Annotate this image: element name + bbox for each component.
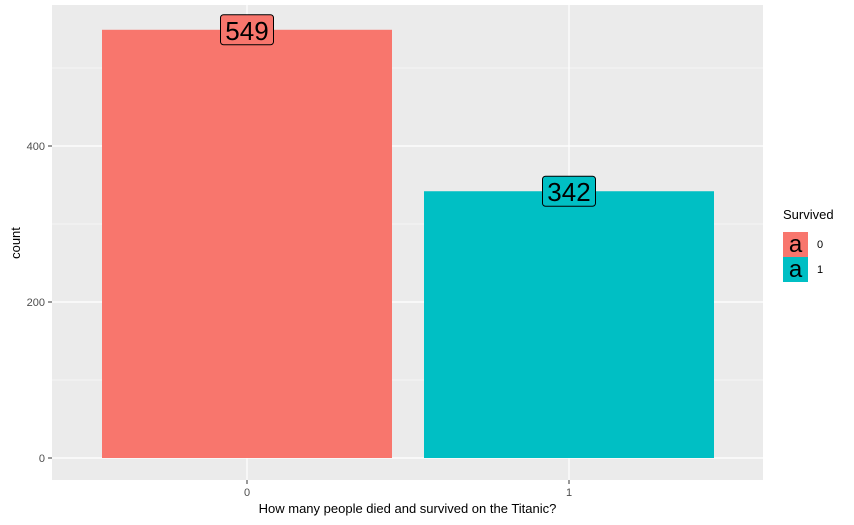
legend: Survived a 0a 1: [783, 207, 834, 283]
legend-title: Survived: [783, 207, 834, 222]
x-tick-label: 1: [566, 487, 572, 499]
data-label-1: 342: [542, 175, 596, 207]
data-label-text: 549: [225, 16, 268, 46]
bar-1: [424, 191, 714, 459]
x-tick-label: 0: [244, 487, 250, 499]
y-axis-title: count: [8, 227, 23, 259]
legend-label: 1: [817, 264, 823, 276]
legend-key-glyph: a: [789, 231, 803, 258]
y-tick-label: 0: [39, 453, 45, 465]
y-tick-label: 400: [27, 141, 45, 153]
y-tick-label: 200: [27, 297, 45, 309]
bars: [102, 29, 714, 459]
y-axis: 0 200 400: [27, 141, 52, 465]
bar-0: [102, 29, 392, 459]
legend-key: [783, 257, 808, 282]
data-label-box: [220, 14, 274, 46]
data-label-0: 549: [220, 14, 274, 46]
legend-label: 0: [817, 239, 823, 251]
data-label-text: 342: [547, 177, 590, 207]
data-label-box: [542, 175, 596, 207]
legend-key-glyph: a: [789, 256, 803, 283]
x-axis-title: How many people died and survived on the…: [259, 501, 557, 516]
legend-key: [783, 232, 808, 257]
data-labels: 549 342: [220, 14, 596, 207]
